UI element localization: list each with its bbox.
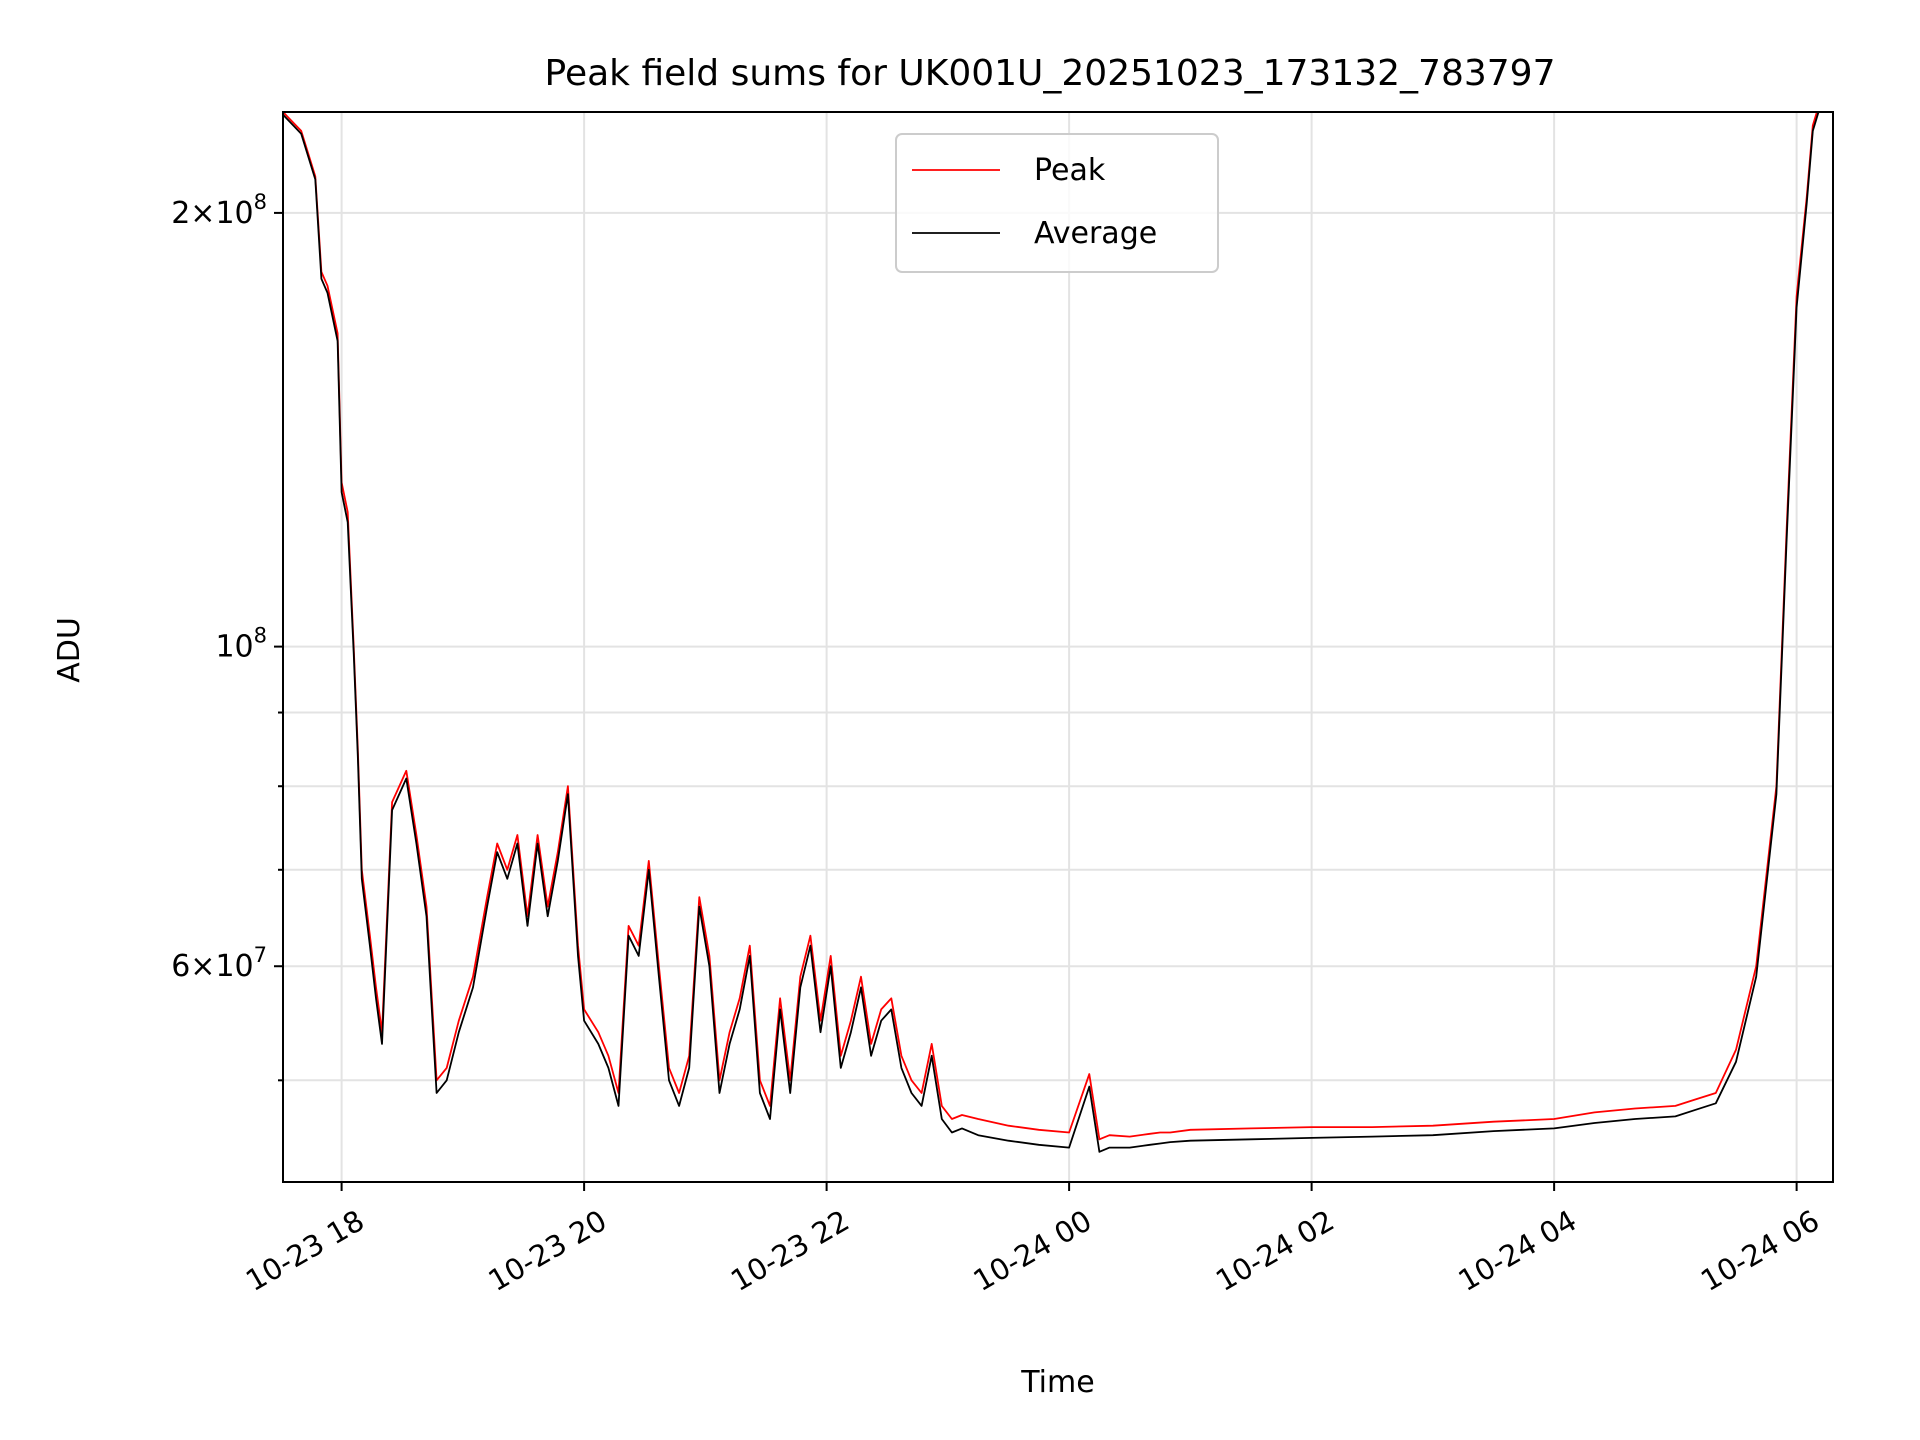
y-tick-label: 2×108 (171, 190, 267, 231)
y-tick-label: 108 (215, 624, 267, 665)
series-line-average (283, 112, 1820, 1153)
legend-label-average: Average (1034, 216, 1157, 251)
y-tick-label: 6×107 (171, 943, 267, 984)
x-axis-label: Time (1020, 1365, 1094, 1400)
legend-box (895, 133, 1219, 273)
legend: Peak Average (895, 133, 1219, 273)
series-line-peak (283, 112, 1818, 1141)
legend-label-peak: Peak (1034, 153, 1106, 188)
y-axis-label: ADU (52, 617, 87, 683)
series-lines (283, 112, 1820, 1153)
chart-title: Peak field sums for UK001U_20251023_1731… (545, 53, 1556, 94)
